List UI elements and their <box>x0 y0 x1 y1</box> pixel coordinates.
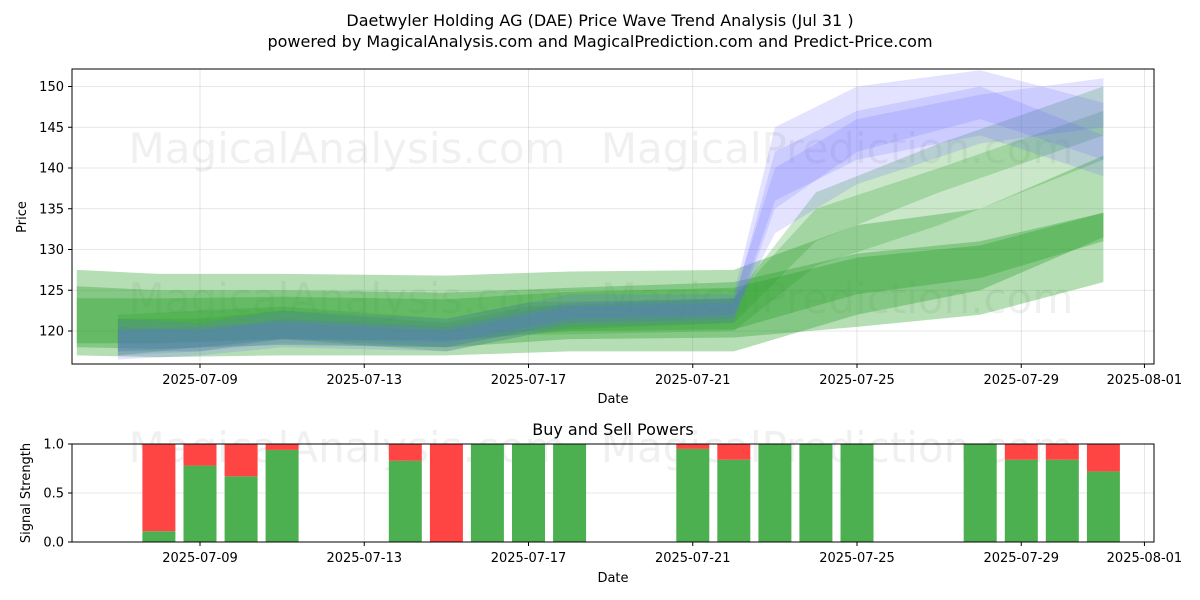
watermark-text: MagicalPrediction.com <box>601 423 1074 472</box>
signal-x-tick-label: 2025-07-17 <box>491 551 567 566</box>
buy-bar <box>1004 459 1038 542</box>
signal-bars <box>142 444 1120 542</box>
price-y-tick-label: 120 <box>39 325 64 340</box>
price-y-tick-label: 125 <box>39 284 64 299</box>
green-forecast-band <box>76 155 1104 358</box>
price-plot-area <box>72 69 1154 364</box>
sell-bar <box>1004 444 1038 460</box>
price-x-tick-label: 2025-07-09 <box>162 373 238 388</box>
signal-y-tick-label: 1.0 <box>43 438 64 453</box>
sell-bar <box>717 444 751 460</box>
buy-bar <box>388 460 422 542</box>
price-x-tick-label: 2025-07-13 <box>326 373 402 388</box>
price-x-tick-label: 2025-07-25 <box>819 373 895 388</box>
sell-bar <box>265 444 299 450</box>
price-x-tick-label: 2025-07-17 <box>491 373 567 388</box>
signal-y-axis-label: Signal Strength <box>19 443 34 543</box>
buy-bar <box>142 531 176 542</box>
price-grid <box>72 69 1154 364</box>
signal-x-axis: 2025-07-09 2025-07-13 2025-07-17 2025-07-21… <box>162 542 1182 566</box>
price-x-axis: 2025-07-09 2025-07-13 2025-07-17 2025-07-21… <box>162 364 1182 388</box>
price-x-tick-label: 2025-08-01 <box>1107 373 1183 388</box>
sell-bar <box>676 444 710 449</box>
price-y-axis-label: Price <box>15 201 30 233</box>
buy-bar <box>265 449 299 542</box>
buy-bar <box>758 444 792 542</box>
blue-wave-band <box>117 86 1104 356</box>
buy-bar <box>183 465 217 542</box>
green-forecast-band <box>117 110 1104 356</box>
sell-bar <box>224 444 258 477</box>
chart-subtitle: powered by MagicalAnalysis.com and Magic… <box>267 32 932 51</box>
signal-y-tick-label: 0.0 <box>43 536 64 551</box>
price-y-tick-label: 130 <box>39 243 64 258</box>
price-x-tick-label: 2025-07-29 <box>983 373 1059 388</box>
sell-bar <box>1086 444 1120 472</box>
price-plot-frame <box>71 68 1155 365</box>
signal-y-tick-label: 0.5 <box>43 487 64 502</box>
price-panel: MagicalAnalysis.com MagicalPrediction.com… <box>15 68 1182 407</box>
green-forecast-band <box>76 212 1104 349</box>
price-y-tick-label: 145 <box>39 121 64 136</box>
buy-bar <box>717 459 751 542</box>
sell-bar <box>183 444 217 466</box>
buy-bar <box>1086 471 1120 542</box>
buy-bar <box>676 448 710 542</box>
blue-wave-band <box>117 78 1104 352</box>
signal-x-tick-label: 2025-07-21 <box>655 551 731 566</box>
green-forecast-band <box>117 86 1104 352</box>
price-y-tick-label: 140 <box>39 162 64 177</box>
watermark-text: MagicalAnalysis.com <box>129 274 566 323</box>
buy-bar <box>470 444 504 542</box>
price-x-tick-label: 2025-07-21 <box>655 373 731 388</box>
signal-x-tick-label: 2025-08-01 <box>1107 551 1183 566</box>
signal-x-tick-label: 2025-07-09 <box>162 551 238 566</box>
signal-panel-title: Buy and Sell Powers <box>532 420 694 439</box>
buy-bar <box>553 444 587 542</box>
sell-bar <box>1045 444 1079 460</box>
price-y-tick-label: 135 <box>39 202 64 217</box>
sell-bar <box>388 444 422 461</box>
price-x-axis-label: Date <box>597 392 628 407</box>
watermark-text: MagicalPrediction.com <box>601 124 1074 173</box>
sell-bar <box>429 444 463 542</box>
signal-panel: Buy and Sell Powers MagicalAnalysis.com M… <box>19 420 1182 586</box>
price-watermarks: MagicalAnalysis.com MagicalPrediction.com… <box>129 124 1074 323</box>
signal-x-axis-label: Date <box>597 571 628 586</box>
signal-x-tick-label: 2025-07-29 <box>983 551 1059 566</box>
signal-x-tick-label: 2025-07-25 <box>819 551 895 566</box>
chart-title: Daetwyler Holding AG (DAE) Price Wave Tr… <box>346 11 853 30</box>
buy-bar <box>512 444 545 542</box>
price-y-tick-label: 150 <box>39 80 64 95</box>
buy-bar <box>1045 459 1079 542</box>
signal-y-axis: 0.0 0.5 1.0 <box>43 438 72 551</box>
buy-bar <box>224 476 258 542</box>
sell-bar <box>142 444 176 532</box>
green-forecast-band <box>76 212 1104 344</box>
blue-wave-band <box>117 70 1104 360</box>
buy-bar <box>840 444 874 542</box>
buy-bar <box>963 444 997 542</box>
watermark-text: MagicalAnalysis.com <box>129 124 566 173</box>
buy-bar <box>799 444 833 542</box>
signal-x-tick-label: 2025-07-13 <box>326 551 402 566</box>
watermark-text: MagicalPrediction.com <box>601 274 1074 323</box>
price-bands <box>76 70 1104 360</box>
price-y-axis: 120 125 130 135 140 145 150 <box>39 80 72 340</box>
